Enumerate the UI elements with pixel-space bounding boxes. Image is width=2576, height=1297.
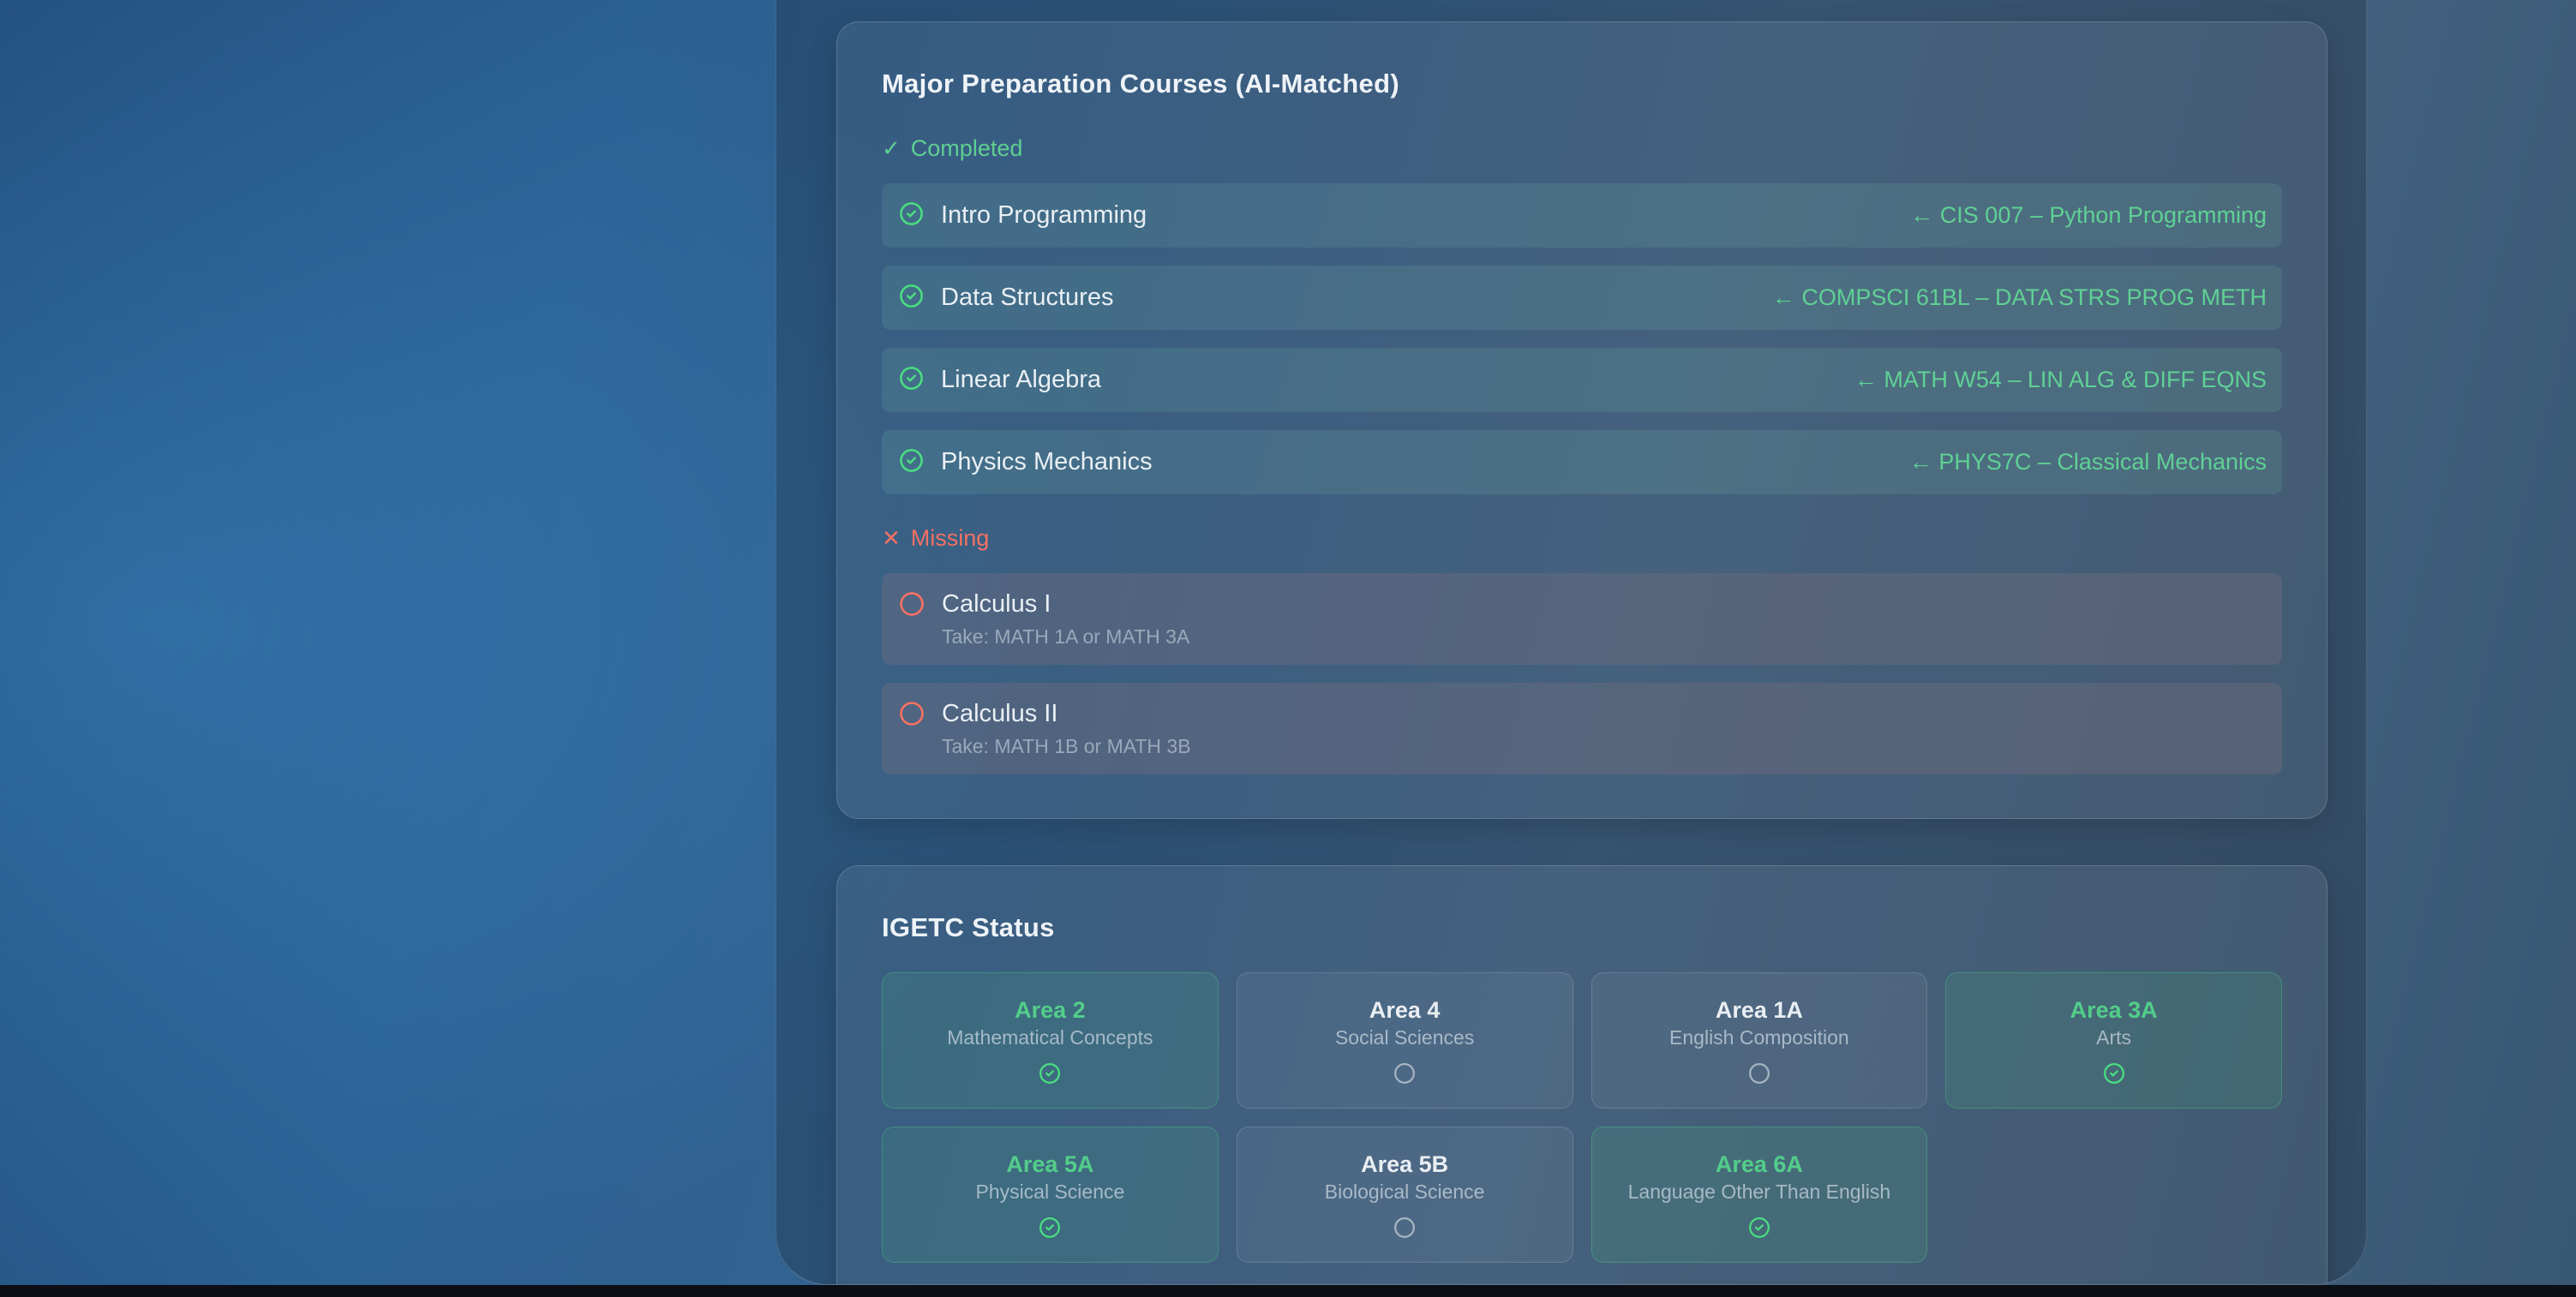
check-icon: ✓ <box>882 135 901 161</box>
area-name: Area 4 <box>1369 997 1441 1023</box>
check-circle-icon <box>899 448 924 477</box>
area-label: Arts <box>2096 1026 2132 1049</box>
course-row: Physics Mechanics ← PHYS7C – Classical M… <box>882 430 2282 494</box>
x-icon: ✕ <box>882 525 901 551</box>
missing-course-row: Calculus II Take: MATH 1B or MATH 3B <box>882 683 2282 774</box>
course-name: Intro Programming <box>941 201 1147 229</box>
area-name: Area 5B <box>1361 1151 1449 1177</box>
missing-course-texts: Calculus I Take: MATH 1A or MATH 3A <box>942 589 1189 649</box>
area-name: Area 1A <box>1715 997 1803 1023</box>
area-label: Physical Science <box>975 1180 1125 1203</box>
check-circle-icon <box>1039 1062 1061 1089</box>
course-name: Data Structures <box>941 284 1114 311</box>
area-label: Social Sciences <box>1334 1026 1475 1049</box>
course-row: Data Structures ← COMPSCI 61BL – DATA ST… <box>882 266 2282 330</box>
completed-course-list: Intro Programming ← CIS 007 – Python Pro… <box>882 183 2282 494</box>
missing-label-text: Missing <box>910 525 990 551</box>
igetc-area-tile-2: Area 2 Mathematical Concepts <box>882 972 1219 1109</box>
area-label: Language Other Than English <box>1627 1180 1891 1203</box>
course-row: Intro Programming ← CIS 007 – Python Pro… <box>882 183 2282 248</box>
igetc-status-card: IGETC Status Area 2 Mathematical Concept… <box>836 865 2327 1284</box>
area-name: Area 2 <box>1015 997 1086 1023</box>
circle-icon <box>899 701 925 731</box>
check-circle-icon <box>899 284 924 313</box>
course-row: Linear Algebra ← MATH W54 – LIN ALG & DI… <box>882 348 2282 412</box>
check-circle-icon <box>2103 1062 2125 1089</box>
igetc-area-grid: Area 2 Mathematical Concepts Area 4 Soci… <box>882 972 2282 1263</box>
check-circle-icon <box>899 366 924 395</box>
course-name: Physics Mechanics <box>941 448 1153 475</box>
course-name: Calculus I <box>942 590 1051 618</box>
main-content-panel: Major Preparation Courses (AI-Matched) ✓… <box>776 0 2367 1285</box>
bottom-dark-bar <box>0 1285 2576 1297</box>
missing-section-label: ✕ Missing <box>882 523 2282 553</box>
area-label: Mathematical Concepts <box>947 1026 1153 1049</box>
major-prep-title: Major Preparation Courses (AI-Matched) <box>882 69 1399 99</box>
matched-course: ← PHYS7C – Classical Mechanics <box>1908 449 2267 475</box>
completed-section-label: ✓ Completed <box>882 134 2282 163</box>
area-name: Area 6A <box>1715 1151 1803 1177</box>
igetc-area-tile-4: Area 4 Social Sciences <box>1236 972 1573 1109</box>
circle-icon <box>1748 1062 1770 1089</box>
area-name: Area 3A <box>2070 997 2158 1023</box>
check-circle-icon <box>1748 1216 1770 1243</box>
matched-course: ← COMPSCI 61BL – DATA STRS PROG METH <box>1771 284 2267 310</box>
circle-icon <box>1393 1062 1416 1089</box>
missing-course-list: Calculus I Take: MATH 1A or MATH 3A Calc… <box>882 573 2282 774</box>
check-circle-icon <box>899 201 924 230</box>
area-label: English Composition <box>1669 1026 1849 1049</box>
missing-course-row: Calculus I Take: MATH 1A or MATH 3A <box>882 573 2282 665</box>
area-label: Biological Science <box>1324 1180 1485 1203</box>
igetc-area-tile-5b: Area 5B Biological Science <box>1236 1127 1573 1263</box>
missing-course-texts: Calculus II Take: MATH 1B or MATH 3B <box>942 698 1191 759</box>
course-advice: Take: MATH 1A or MATH 3A <box>942 625 1190 648</box>
igetc-area-tile-1a: Area 1A English Composition <box>1591 972 1928 1109</box>
igetc-area-tile-5a: Area 5A Physical Science <box>882 1127 1219 1263</box>
course-name: Calculus II <box>942 700 1058 727</box>
check-circle-icon <box>1039 1216 1061 1243</box>
igetc-title: IGETC Status <box>882 912 1055 942</box>
matched-course: ← MATH W54 – LIN ALG & DIFF EQNS <box>1854 367 2267 392</box>
igetc-area-tile-3a: Area 3A Arts <box>1945 972 2282 1109</box>
circle-icon <box>899 591 925 621</box>
matched-course: ← CIS 007 – Python Programming <box>1910 202 2267 228</box>
area-name: Area 5A <box>1006 1151 1094 1177</box>
completed-label-text: Completed <box>910 135 1023 161</box>
course-name: Linear Algebra <box>941 366 1102 393</box>
circle-icon <box>1393 1216 1416 1243</box>
major-prep-card: Major Preparation Courses (AI-Matched) ✓… <box>836 21 2327 819</box>
igetc-area-tile-6a: Area 6A Language Other Than English <box>1591 1127 1928 1263</box>
course-advice: Take: MATH 1B or MATH 3B <box>942 735 1191 757</box>
